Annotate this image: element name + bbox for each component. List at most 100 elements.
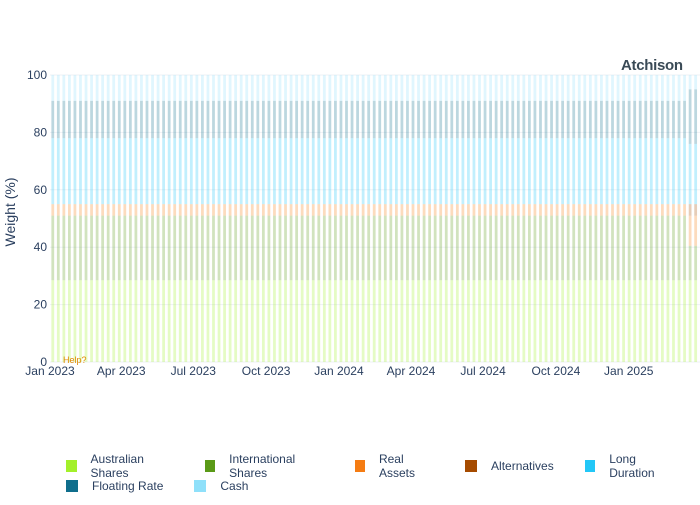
bar-segment[interactable] [677, 138, 681, 205]
bar-segment[interactable] [516, 75, 520, 101]
bar-segment[interactable] [588, 204, 592, 216]
bar-segment[interactable] [140, 204, 143, 216]
bar-segment[interactable] [101, 75, 105, 101]
bar-segment[interactable] [106, 215, 110, 281]
bar-segment[interactable] [649, 75, 653, 101]
bar-segment[interactable] [273, 215, 276, 281]
bar-segment[interactable] [261, 138, 265, 205]
bar-segment[interactable] [267, 138, 271, 205]
bar-segment[interactable] [439, 280, 443, 362]
bar-segment[interactable] [295, 204, 299, 216]
bar-segment[interactable] [79, 204, 82, 216]
bar-segment[interactable] [622, 280, 625, 362]
bar-segment[interactable] [167, 215, 171, 281]
bar-segment[interactable] [173, 138, 177, 205]
bar-segment[interactable] [527, 138, 531, 205]
bar-segment[interactable] [201, 280, 204, 362]
bar-segment[interactable] [245, 138, 249, 205]
bar-segment[interactable] [334, 215, 337, 281]
bar-segment[interactable] [672, 280, 675, 362]
bar-segment[interactable] [289, 215, 293, 281]
bar-segment[interactable] [295, 75, 299, 101]
bar-segment[interactable] [372, 100, 376, 139]
bar-segment[interactable] [533, 204, 537, 216]
bar-segment[interactable] [638, 75, 642, 101]
bar-segment[interactable] [527, 75, 531, 101]
bar-segment[interactable] [600, 204, 603, 216]
bar-segment[interactable] [79, 75, 82, 101]
bar-segment[interactable] [572, 204, 576, 216]
bar-segment[interactable] [56, 100, 60, 139]
bar-segment[interactable] [694, 204, 698, 216]
bar-segment[interactable] [184, 75, 188, 101]
bar-segment[interactable] [688, 89, 692, 144]
bar-segment[interactable] [356, 280, 359, 362]
bar-segment[interactable] [173, 215, 177, 281]
bar-segment[interactable] [239, 215, 243, 281]
bar-segment[interactable] [195, 138, 199, 205]
bar-segment[interactable] [539, 100, 542, 139]
bar-segment[interactable] [117, 204, 121, 216]
bar-segment[interactable] [228, 280, 232, 362]
bar-segment[interactable] [433, 138, 437, 205]
bar-segment[interactable] [140, 100, 143, 139]
bar-segment[interactable] [278, 100, 282, 139]
bar-segment[interactable] [550, 100, 553, 139]
bar-segment[interactable] [394, 138, 398, 205]
bar-segment[interactable] [550, 138, 553, 205]
bar-segment[interactable] [655, 75, 659, 101]
bar-segment[interactable] [588, 215, 592, 281]
bar-segment[interactable] [90, 75, 93, 101]
bar-segment[interactable] [334, 138, 337, 205]
bar-segment[interactable] [522, 280, 526, 362]
bar-segment[interactable] [56, 138, 60, 205]
bar-segment[interactable] [683, 100, 686, 139]
bar-segment[interactable] [605, 280, 609, 362]
bar-segment[interactable] [151, 215, 154, 281]
bar-segment[interactable] [500, 215, 504, 281]
bar-segment[interactable] [411, 280, 415, 362]
bar-segment[interactable] [306, 280, 310, 362]
bar-segment[interactable] [572, 75, 576, 101]
bar-segment[interactable] [655, 138, 659, 205]
bar-segment[interactable] [295, 215, 299, 281]
bar-segment[interactable] [201, 204, 204, 216]
bar-segment[interactable] [561, 138, 565, 205]
bar-segment[interactable] [444, 280, 448, 362]
bar-segment[interactable] [666, 75, 670, 101]
bar-segment[interactable] [162, 215, 166, 281]
bar-segment[interactable] [95, 215, 99, 281]
bar-segment[interactable] [672, 100, 675, 139]
bar-segment[interactable] [372, 280, 376, 362]
bar-segment[interactable] [56, 280, 60, 362]
bar-segment[interactable] [583, 138, 587, 205]
bar-segment[interactable] [400, 100, 404, 139]
bar-segment[interactable] [522, 75, 526, 101]
bar-segment[interactable] [611, 138, 614, 205]
bar-segment[interactable] [334, 280, 337, 362]
bar-segment[interactable] [189, 215, 193, 281]
bar-segment[interactable] [123, 75, 127, 101]
bar-segment[interactable] [605, 204, 609, 216]
bar-segment[interactable] [184, 204, 188, 216]
bar-segment[interactable] [261, 204, 265, 216]
bar-segment[interactable] [527, 204, 531, 216]
bar-segment[interactable] [156, 280, 160, 362]
bar-segment[interactable] [339, 75, 343, 101]
bar-segment[interactable] [406, 75, 409, 101]
bar-segment[interactable] [261, 100, 265, 139]
bar-segment[interactable] [483, 280, 487, 362]
bar-segment[interactable] [112, 138, 116, 205]
bar-segment[interactable] [289, 204, 293, 216]
bar-segment[interactable] [461, 215, 465, 281]
bar-segment[interactable] [372, 215, 376, 281]
bar-segment[interactable] [223, 280, 226, 362]
bar-segment[interactable] [649, 100, 653, 139]
bar-segment[interactable] [389, 204, 393, 216]
bar-segment[interactable] [145, 280, 149, 362]
legend-item[interactable]: Long Duration [579, 452, 675, 480]
bar-segment[interactable] [350, 215, 354, 281]
bar-segment[interactable] [594, 280, 598, 362]
bar-segment[interactable] [145, 204, 149, 216]
bar-segment[interactable] [472, 100, 476, 139]
